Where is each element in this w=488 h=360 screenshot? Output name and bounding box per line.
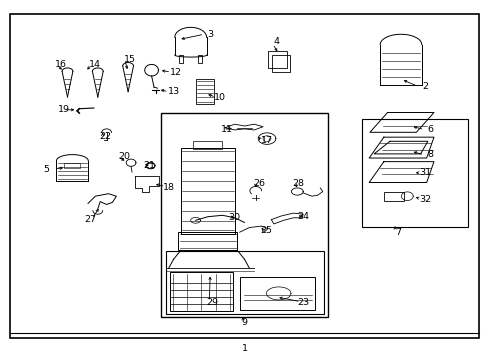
Text: 31: 31 [419, 168, 430, 177]
Bar [361, 119, 468, 227]
Text: 2: 2 [422, 82, 427, 91]
Bar [169, 272, 233, 311]
Bar [267, 51, 286, 68]
Text: 14: 14 [89, 60, 101, 69]
Text: 11: 11 [221, 125, 233, 134]
Text: 4: 4 [273, 37, 279, 46]
Text: 30: 30 [228, 213, 240, 222]
Text: 1: 1 [241, 343, 247, 353]
Bar [198, 55, 202, 63]
Bar [179, 55, 183, 63]
Text: 32: 32 [419, 195, 430, 204]
Text: 10: 10 [214, 93, 225, 102]
Text: 19: 19 [58, 105, 69, 114]
Bar [181, 148, 234, 234]
Text: 18: 18 [163, 183, 174, 192]
Text: 6: 6 [427, 125, 432, 134]
Text: 22: 22 [99, 132, 111, 141]
Text: 5: 5 [43, 165, 49, 174]
Text: 28: 28 [292, 179, 304, 188]
Bar [166, 251, 323, 314]
Text: 12: 12 [170, 68, 182, 77]
Bar [193, 141, 222, 149]
Text: 9: 9 [241, 318, 247, 327]
Text: 13: 13 [167, 87, 179, 96]
Bar [239, 277, 315, 310]
Text: 3: 3 [207, 30, 213, 39]
Bar [383, 192, 404, 201]
Text: 20: 20 [119, 152, 130, 161]
Text: 15: 15 [123, 55, 135, 64]
Text: 23: 23 [297, 298, 308, 307]
Bar [161, 113, 327, 317]
Text: 21: 21 [143, 161, 155, 170]
Text: 26: 26 [253, 179, 264, 188]
Text: 24: 24 [297, 212, 308, 220]
Text: 17: 17 [260, 136, 272, 145]
Bar [178, 232, 237, 250]
Text: 25: 25 [260, 226, 272, 235]
Text: 27: 27 [84, 215, 96, 224]
Text: 7: 7 [395, 228, 401, 237]
Text: 8: 8 [427, 150, 432, 159]
Bar [271, 55, 290, 72]
Text: 29: 29 [206, 298, 218, 307]
Bar [195, 79, 214, 104]
Bar [64, 163, 80, 168]
Text: 16: 16 [55, 60, 67, 69]
